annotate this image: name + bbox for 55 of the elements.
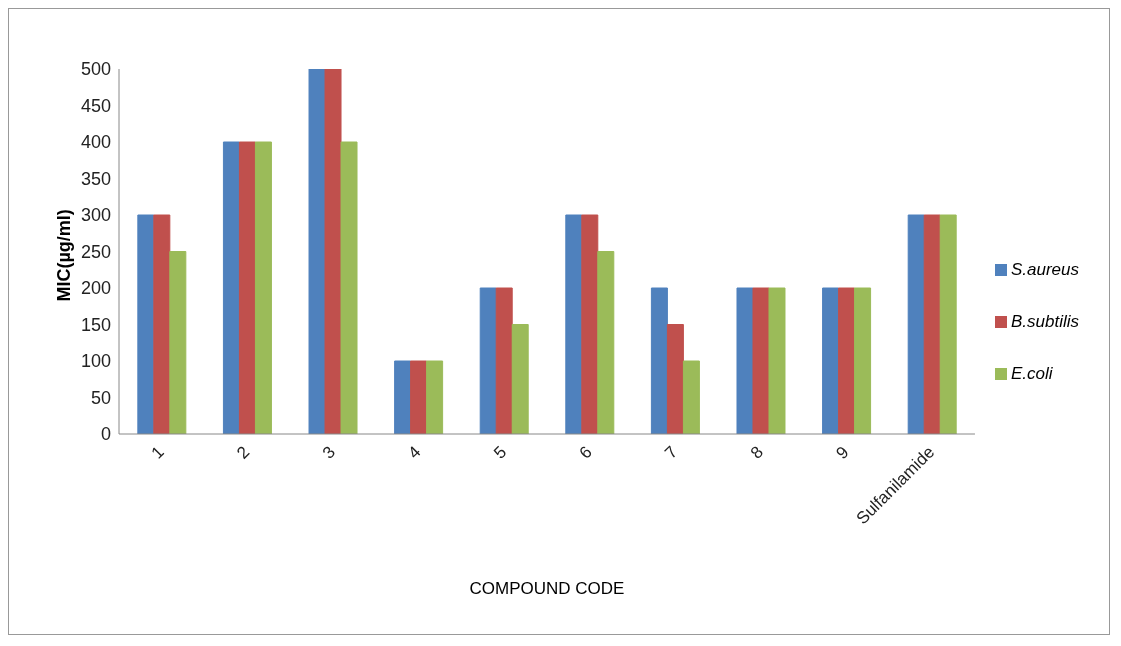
bar: [581, 214, 599, 434]
x-tick-label: 9: [832, 442, 853, 463]
bar: [752, 287, 770, 434]
bar: [426, 360, 444, 434]
bar: [153, 214, 171, 434]
y-tick-label: 0: [100, 424, 111, 445]
bar: [768, 287, 786, 434]
bar: [923, 214, 941, 434]
bar: [939, 214, 957, 434]
bar: [238, 141, 256, 434]
legend-label: E.coli: [1010, 363, 1053, 383]
bar: [565, 214, 583, 434]
bar: [495, 287, 513, 434]
x-tick-label: 8: [746, 442, 767, 463]
bar: [137, 214, 155, 434]
bar: [511, 324, 529, 434]
x-tick-label: 3: [318, 442, 339, 463]
x-tick-label: 5: [490, 442, 511, 463]
bar: [650, 287, 668, 434]
y-tick-label: 150: [80, 314, 111, 335]
bar: [907, 214, 925, 434]
bar: [479, 287, 497, 434]
y-tick-label: 500: [80, 59, 111, 80]
bar: [854, 287, 872, 434]
bar: [254, 141, 272, 434]
x-tick-label: 4: [404, 442, 425, 463]
y-tick-label: 50: [90, 387, 111, 408]
legend-label: B.subtilis: [1010, 311, 1079, 331]
legend-label: S.aureus: [1010, 259, 1079, 279]
bar: [597, 251, 615, 434]
x-tick-label: 1: [147, 442, 168, 463]
bar: [838, 287, 856, 434]
bar: [222, 141, 240, 434]
y-tick-label: 400: [80, 132, 111, 153]
bar: [410, 360, 428, 434]
bar: [340, 141, 358, 434]
y-tick-label: 450: [80, 95, 111, 116]
bar: [666, 324, 684, 434]
bar: [822, 287, 840, 434]
x-axis-title: COMPOUND CODE: [469, 579, 625, 598]
y-tick-label: 100: [80, 351, 111, 372]
bar: [736, 287, 754, 434]
y-axis-title: MIC(µg/ml): [54, 209, 75, 302]
bar: [394, 360, 412, 434]
y-tick-label: 300: [80, 205, 111, 226]
y-tick-label: 350: [80, 168, 111, 189]
x-tick-label: 6: [575, 442, 596, 463]
y-tick-label: 200: [80, 278, 111, 299]
y-tick-label: 250: [80, 241, 111, 262]
bar: [169, 251, 187, 434]
bar: [324, 69, 342, 434]
x-tick-label: 7: [661, 442, 682, 463]
bar: [682, 360, 700, 434]
x-tick-label: 2: [233, 442, 254, 463]
bar: [308, 69, 326, 434]
